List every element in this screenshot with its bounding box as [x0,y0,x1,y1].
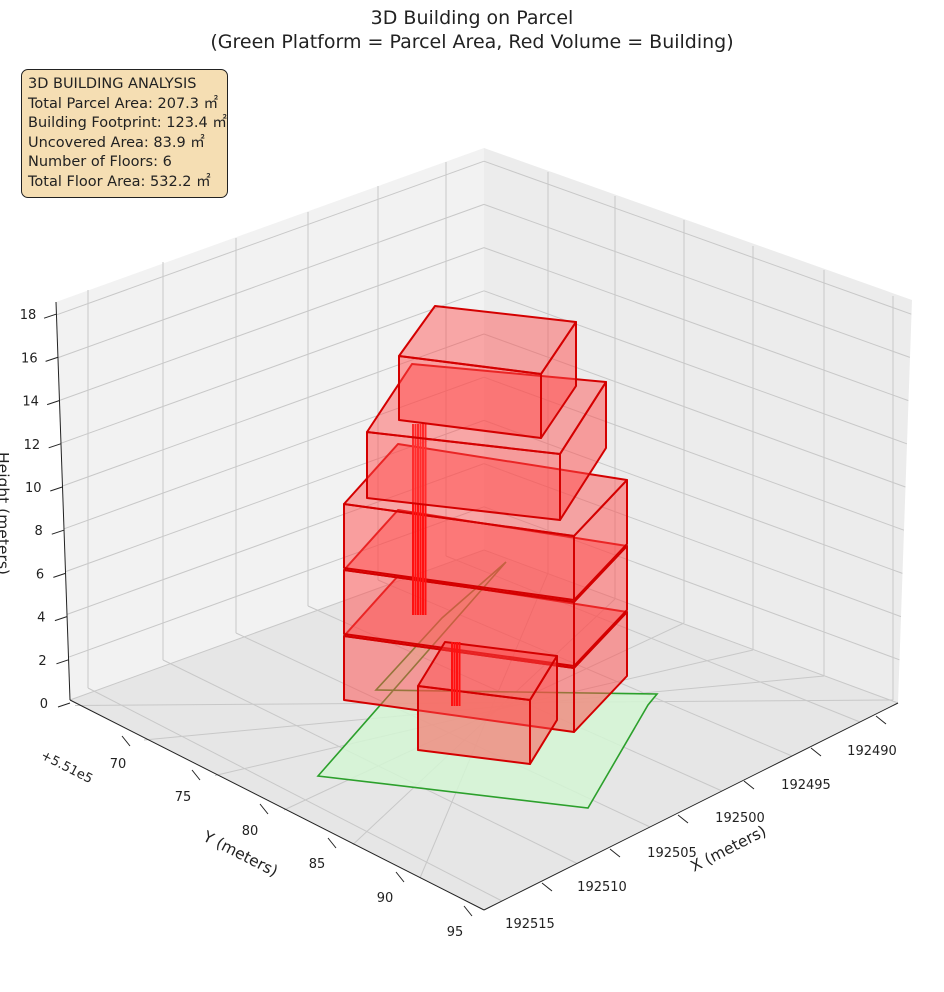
y-tick [327,837,337,849]
y-tick [191,769,201,781]
x-tick-label: 192510 [577,880,627,895]
z-tick-label: 6 [36,567,44,582]
stats-parcel-area: Total Parcel Area: 207.3 ㎡ [28,95,219,112]
x-tick [609,848,621,858]
y-axis-line [69,699,485,911]
x-tick [677,814,689,824]
floor-grid-line [87,687,503,902]
stats-footprint: Building Footprint: 123.4 ㎡ [28,115,227,131]
grid-line-z [57,203,485,359]
z-tick-label: 2 [38,654,46,669]
x-tick-label: 192515 [505,917,555,932]
grid-line-z [56,160,485,316]
z-tick-label: 8 [35,524,43,539]
y-tick-label: 70 [110,757,127,772]
y-tick [259,803,269,815]
x-tick-label: 192495 [781,778,831,793]
z-tick [46,400,60,406]
z-tick-label: 14 [22,395,39,410]
y-tick-label: 95 [447,925,464,940]
z-tick [43,313,57,319]
x-axis-label: X (meters) [688,822,770,875]
x-tick-label: 192505 [647,846,697,861]
x-tick-label: 192500 [715,811,765,826]
ticks: 0 2 4 6 8 10 12 14 16 18 70 75 80 85 90 95 192490 192495 1… [20,308,897,940]
stats-uncovered: Uncovered Area: 83.9 ㎡ [28,134,205,151]
grid-line-z [60,290,485,444]
z-tick [50,486,63,492]
chart-title: 3D Building on Parcel (Green Platform = … [0,6,944,54]
x-tick-label: 192490 [847,744,897,759]
y-offset-label: +5.51e5 [38,748,95,787]
axes [55,301,899,911]
z-tick [45,356,58,362]
z-tick [53,572,66,578]
y-tick-label: 75 [175,790,192,805]
z-tick [56,659,69,665]
y-tick-label: 85 [309,857,326,872]
y-tick [121,735,131,747]
z-axis-label: Height (meters) [0,452,12,575]
z-axis-line [55,301,71,701]
y-tick [463,905,473,917]
grid-line-z [483,160,912,315]
z-tick-label: 12 [24,438,41,453]
grid-line-z [483,290,908,445]
stats-floors: Number of Floors: 6 [28,154,172,170]
y-axis-label: Y (meters) [199,827,280,880]
grid-line-z [483,419,903,574]
stats-floor-area: Total Floor Area: 532.2 ㎡ [28,173,211,190]
x-axis-line [483,702,899,911]
grid-line-z [483,247,909,402]
stats-box: 3D BUILDING ANALYSIS Total Parcel Area: … [21,69,228,198]
z-tick [54,616,68,622]
x-tick [810,747,822,757]
z-tick [57,702,71,708]
z-tick-label: 4 [37,611,45,626]
z-tick-label: 10 [25,481,42,496]
y-tick [395,871,405,883]
z-tick-label: 16 [21,351,38,366]
z-tick-label: 0 [40,697,48,712]
z-tick [48,443,61,449]
x-tick [743,780,755,790]
x-tick [541,882,553,892]
z-tick-label: 18 [20,308,37,323]
grid-line-z [483,203,911,358]
x-tick [875,715,887,725]
chart-title-line1: 3D Building on Parcel [370,7,574,29]
stats-heading: 3D BUILDING ANALYSIS [28,76,197,92]
z-tick [51,529,64,535]
y-tick-label: 80 [242,824,259,839]
grid-line-z [59,247,485,401]
building-volume [343,305,628,765]
upper-floor-2-face-top [398,305,577,375]
y-tick-label: 90 [377,891,394,906]
chart-title-line2: (Green Platform = Parcel Area, Red Volum… [210,31,734,53]
